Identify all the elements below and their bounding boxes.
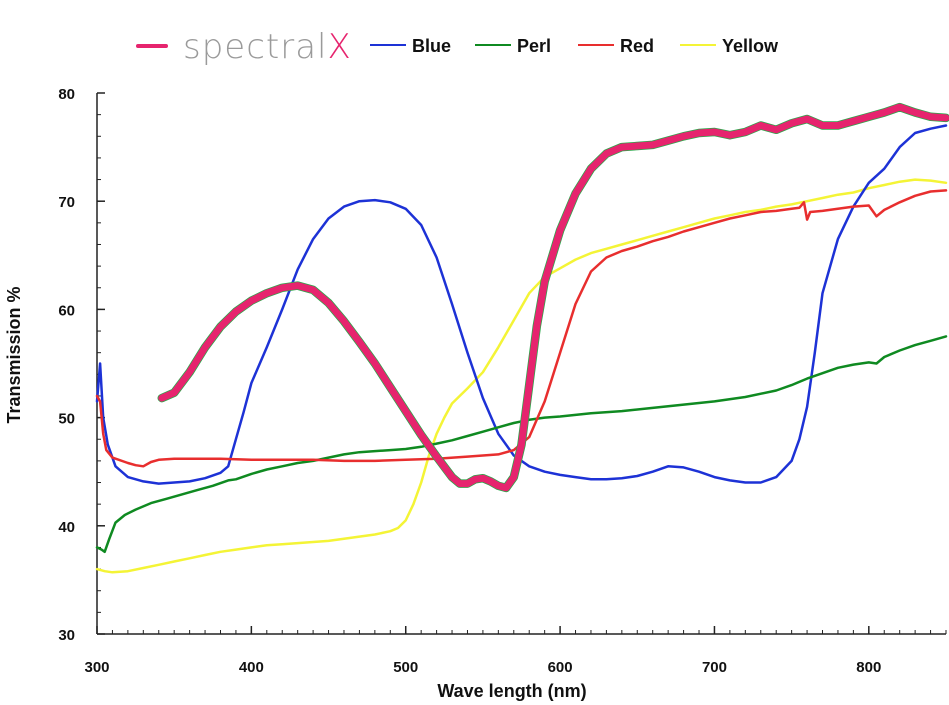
- series-line-spectralx-outline: [157, 102, 949, 493]
- series-line-blue: [95, 124, 948, 485]
- series-line-yellow: [95, 178, 948, 574]
- x-tick-label: 300: [84, 659, 109, 676]
- major-ticks: 30 40 50 60 70 80 300 400 500 600 700 800: [58, 86, 881, 676]
- legend-label-blue: Blue: [412, 36, 451, 56]
- series-line-spectralx: [158, 103, 949, 492]
- x-tick-label: 400: [239, 659, 264, 676]
- brand-prefix: spectral: [183, 27, 328, 67]
- y-tick-label: 40: [58, 519, 75, 536]
- series-line-perl: [95, 335, 948, 554]
- x-tick-label: 800: [856, 659, 881, 676]
- y-tick-label: 50: [58, 411, 75, 428]
- axes: [96, 93, 946, 635]
- legend-label-perl: Perl: [517, 36, 551, 56]
- series-layer: [95, 102, 949, 574]
- y-tick-label: 60: [58, 302, 75, 319]
- legend-label-yellow: Yellow: [722, 36, 779, 56]
- x-tick-label: 500: [393, 659, 418, 676]
- y-tick-label: 80: [58, 86, 75, 103]
- y-tick-label: 30: [58, 627, 75, 644]
- legend: spectralX Blue Perl Red Yellow: [136, 27, 779, 67]
- y-axis-label: Transmission %: [4, 286, 24, 423]
- legend-label-red: Red: [620, 36, 654, 56]
- x-tick-label: 600: [548, 659, 573, 676]
- minor-ticks: [96, 92, 947, 635]
- series-line-red: [95, 189, 948, 468]
- x-tick-label: 700: [702, 659, 727, 676]
- x-axis-label: Wave length (nm): [437, 681, 586, 701]
- brand-suffix: X: [328, 27, 352, 67]
- legend-label-spectralx: spectralX: [183, 27, 352, 67]
- y-tick-label: 70: [58, 194, 75, 211]
